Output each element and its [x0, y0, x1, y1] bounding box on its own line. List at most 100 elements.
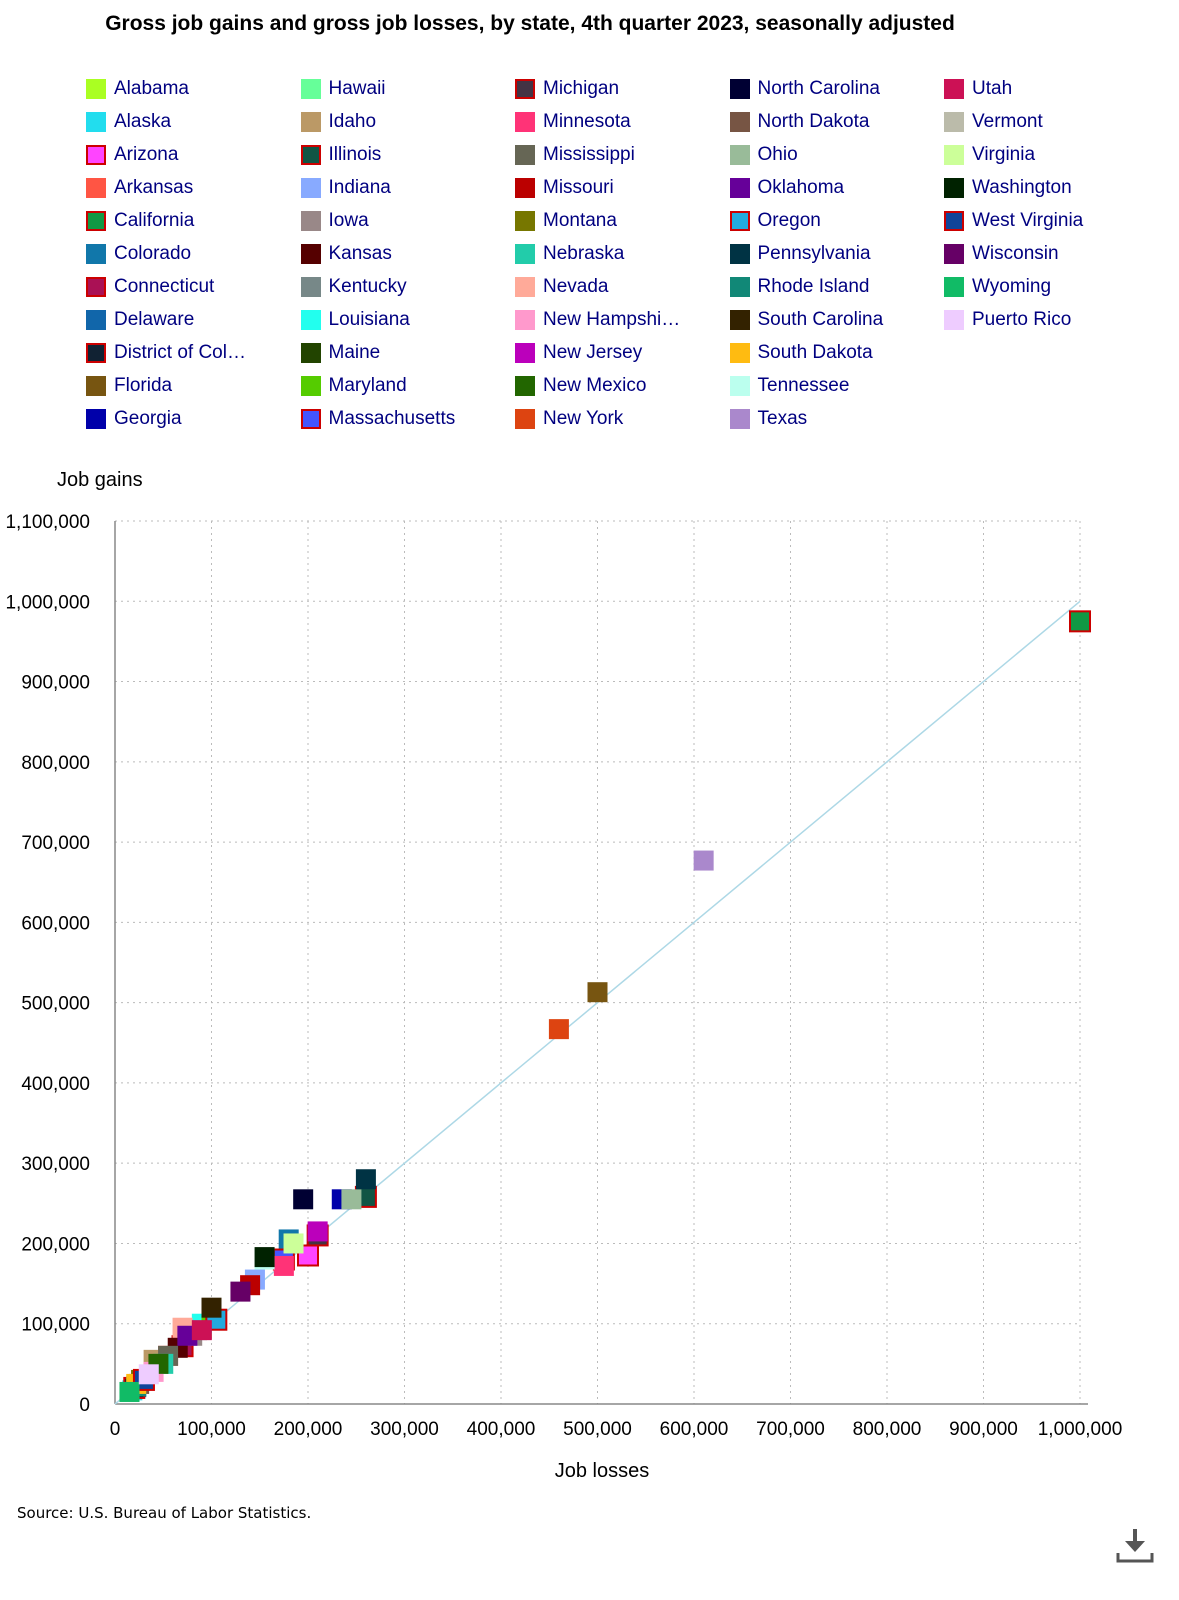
legend-item-missouri[interactable]: Missouri — [515, 175, 614, 201]
legend-item-new-york[interactable]: New York — [515, 406, 623, 432]
legend-item-connecticut[interactable]: Connecticut — [86, 274, 214, 300]
point-virginia[interactable] — [283, 1233, 304, 1254]
legend-item-puerto-rico[interactable]: Puerto Rico — [944, 307, 1071, 333]
legend-label: Connecticut — [114, 276, 215, 297]
point-washington[interactable] — [254, 1247, 275, 1268]
point-new-jersey[interactable] — [307, 1221, 328, 1242]
legend-label: Iowa — [328, 210, 369, 231]
legend-item-new-mexico[interactable]: New Mexico — [515, 373, 646, 399]
legend-item-rhode-island[interactable]: Rhode Island — [729, 274, 870, 300]
point-south-carolina[interactable] — [201, 1297, 222, 1318]
point-pennsylvania[interactable] — [355, 1169, 376, 1190]
download-button[interactable] — [1115, 1525, 1155, 1565]
legend-item-arkansas[interactable]: Arkansas — [86, 175, 193, 201]
legend-item-indiana[interactable]: Indiana — [300, 175, 391, 201]
legend-item-wisconsin[interactable]: Wisconsin — [944, 241, 1059, 267]
legend-item-michigan[interactable]: Michigan — [515, 76, 619, 102]
legend-label: Wyoming — [972, 276, 1052, 297]
legend-label: Vermont — [972, 111, 1043, 132]
legend-label: New Mexico — [543, 375, 647, 396]
legend-item-illinois[interactable]: Illinois — [300, 142, 382, 168]
legend-item-pennsylvania[interactable]: Pennsylvania — [729, 241, 871, 267]
legend-label: Illinois — [328, 144, 382, 165]
y-tick-label: 1,000,000 — [5, 592, 90, 613]
legend-item-iowa[interactable]: Iowa — [300, 208, 369, 234]
legend-item-north-carolina[interactable]: North Carolina — [729, 76, 880, 102]
legend-item-colorado[interactable]: Colorado — [86, 241, 191, 267]
legend-item-georgia[interactable]: Georgia — [86, 406, 182, 432]
legend-label: Mississippi — [543, 144, 635, 165]
legend-item-district-of-col[interactable]: District of Col… — [86, 340, 246, 366]
legend-item-south-dakota[interactable]: South Dakota — [729, 340, 873, 366]
legend-item-utah[interactable]: Utah — [944, 76, 1012, 102]
legend-swatch — [515, 211, 535, 231]
legend-item-nevada[interactable]: Nevada — [515, 274, 609, 300]
legend-swatch — [86, 145, 106, 165]
point-wisconsin[interactable] — [230, 1281, 251, 1302]
x-tick-label: 700,000 — [756, 1419, 825, 1440]
legend-label: Tennessee — [757, 375, 850, 396]
legend-swatch — [729, 277, 750, 297]
legend-item-montana[interactable]: Montana — [515, 208, 617, 234]
legend-item-alaska[interactable]: Alaska — [86, 109, 171, 135]
legend-item-west-virginia[interactable]: West Virginia — [944, 208, 1083, 234]
legend-item-nebraska[interactable]: Nebraska — [515, 241, 624, 267]
legend-item-kentucky[interactable]: Kentucky — [300, 274, 407, 300]
legend-item-hawaii[interactable]: Hawaii — [300, 76, 386, 102]
point-north-carolina[interactable] — [293, 1189, 314, 1210]
grid-lines — [115, 520, 1081, 1404]
legend-label: Wisconsin — [972, 243, 1059, 264]
legend-swatch — [729, 310, 750, 330]
legend-label: Arizona — [114, 144, 179, 165]
legend-item-north-dakota[interactable]: North Dakota — [729, 109, 869, 135]
point-minnesota[interactable] — [273, 1255, 294, 1276]
legend-item-washington[interactable]: Washington — [944, 175, 1072, 201]
legend-item-maryland[interactable]: Maryland — [300, 373, 407, 399]
legend-item-mississippi[interactable]: Mississippi — [515, 142, 635, 168]
legend-label: Rhode Island — [757, 276, 870, 297]
legend-item-wyoming[interactable]: Wyoming — [944, 274, 1051, 300]
legend-item-new-jersey[interactable]: New Jersey — [515, 340, 642, 366]
legend-item-oregon[interactable]: Oregon — [729, 208, 821, 234]
legend-item-south-carolina[interactable]: South Carolina — [729, 307, 883, 333]
legend-item-ohio[interactable]: Ohio — [729, 142, 798, 168]
legend-item-florida[interactable]: Florida — [86, 373, 172, 399]
x-tick-label: 1,000,000 — [1038, 1419, 1123, 1440]
x-axis-label: Job losses — [555, 1460, 650, 1482]
legend-item-idaho[interactable]: Idaho — [300, 109, 377, 135]
x-tick-label: 400,000 — [467, 1419, 536, 1440]
point-california[interactable] — [1069, 610, 1091, 633]
legend-item-delaware[interactable]: Delaware — [86, 307, 194, 333]
legend-item-tennessee[interactable]: Tennessee — [729, 373, 850, 399]
point-wyoming[interactable] — [119, 1381, 140, 1402]
legend-item-virginia[interactable]: Virginia — [944, 142, 1035, 168]
legend-item-vermont[interactable]: Vermont — [944, 109, 1043, 135]
legend-item-oklahoma[interactable]: Oklahoma — [729, 175, 844, 201]
legend-item-arizona[interactable]: Arizona — [86, 142, 178, 168]
legend-label: Idaho — [328, 111, 377, 132]
legend-item-california[interactable]: California — [86, 208, 194, 234]
legend-item-new-hampshi[interactable]: New Hampshi… — [515, 307, 680, 333]
y-tick-label: 0 — [79, 1395, 90, 1416]
legend-swatch — [944, 310, 964, 330]
legend-label: Utah — [972, 78, 1013, 99]
point-ohio[interactable] — [341, 1189, 362, 1210]
point-texas[interactable] — [693, 850, 714, 871]
legend-swatch — [515, 145, 535, 165]
point-florida[interactable] — [587, 982, 608, 1003]
legend-item-louisiana[interactable]: Louisiana — [300, 307, 410, 333]
legend-swatch — [86, 244, 106, 264]
legend-swatch — [86, 277, 106, 297]
legend-item-alabama[interactable]: Alabama — [86, 76, 189, 102]
legend-swatch — [515, 79, 535, 99]
point-puerto-rico[interactable] — [138, 1364, 159, 1385]
legend-item-massachusetts[interactable]: Massachusetts — [300, 406, 455, 432]
legend-swatch — [729, 343, 750, 363]
point-new-york[interactable] — [548, 1019, 569, 1040]
legend-item-maine[interactable]: Maine — [300, 340, 380, 366]
legend-item-minnesota[interactable]: Minnesota — [515, 109, 631, 135]
legend-item-kansas[interactable]: Kansas — [300, 241, 392, 267]
legend-item-texas[interactable]: Texas — [729, 406, 807, 432]
point-utah[interactable] — [191, 1320, 212, 1341]
